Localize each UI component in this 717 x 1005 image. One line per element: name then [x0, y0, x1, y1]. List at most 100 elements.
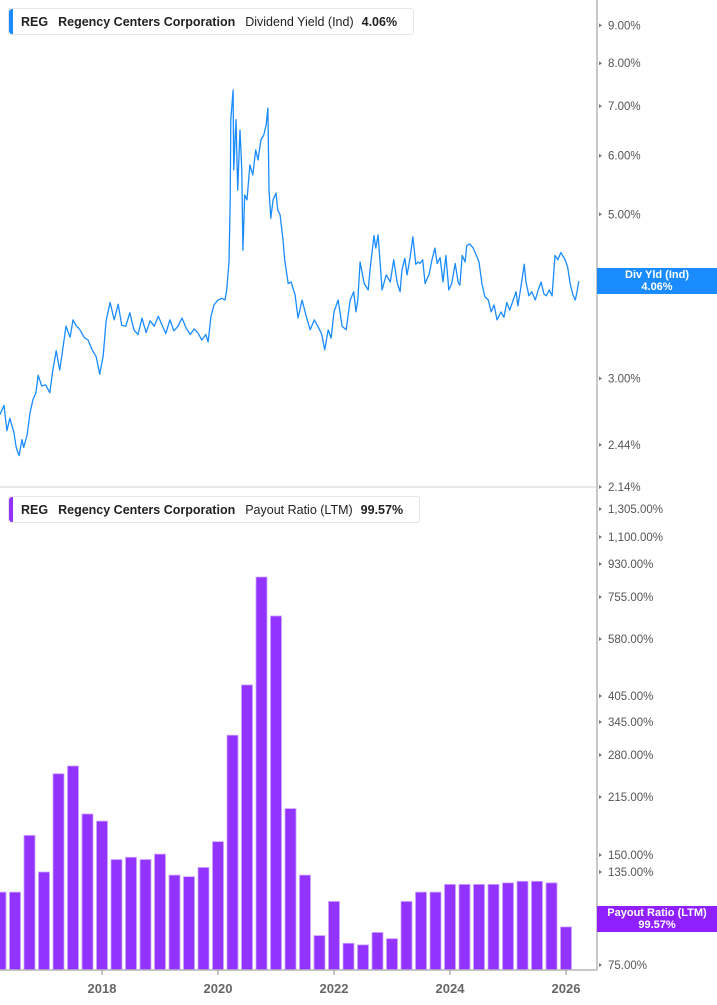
- last-value-tag-payout-ratio: Payout Ratio (LTM) 99.57%: [597, 906, 717, 932]
- y-tick-mark: [599, 485, 602, 490]
- payout-bar: [545, 882, 558, 971]
- y-tick-label: 345.00%: [608, 717, 653, 729]
- y-tick-label: 2.44%: [608, 440, 641, 452]
- x-axis: 2018 2020 2022 2024 2026: [0, 969, 597, 996]
- y-tick-mark: [599, 870, 602, 874]
- legend-metric: Dividend Yield (Ind): [245, 14, 354, 29]
- x-tick-label: 2026: [552, 981, 581, 996]
- y-tick-mark: [599, 595, 602, 599]
- y-tick-label: 6.00%: [608, 151, 641, 163]
- payout-bar: [270, 615, 282, 971]
- payout-bar: [357, 944, 369, 971]
- legend-value: 4.06%: [361, 14, 398, 29]
- y-tick-mark: [599, 507, 602, 511]
- legend-ticker: REG: [21, 502, 49, 517]
- payout-bar: [197, 867, 210, 971]
- payout-bar: [67, 765, 79, 971]
- legend-company: Regency Centers Corporation: [58, 502, 236, 517]
- payout-bar: [487, 884, 500, 971]
- y-tick-label: 7.00%: [608, 101, 641, 113]
- payout-bar: [473, 884, 485, 971]
- dividend-yield-y-axis: 9.00%8.00%7.00%6.00%5.00%4.00%3.00%2.44%…: [0, 0, 641, 970]
- payout-bar: [255, 576, 268, 971]
- payout-bar: [415, 891, 427, 971]
- y-tick-label: 1,305.00%: [608, 504, 663, 516]
- payout-bar: [444, 884, 456, 971]
- y-tick-mark: [599, 442, 602, 447]
- x-tick-label: 2022: [320, 981, 349, 996]
- payout-bar: [226, 734, 239, 971]
- payout-bar: [313, 935, 326, 971]
- payout-bar: [96, 820, 108, 971]
- payout-bar: [81, 813, 94, 971]
- last-value-tag-dividend-yield: Div Yld (Ind) 4.06%: [597, 268, 717, 294]
- payout-bar: [400, 901, 413, 971]
- payout-bar: [241, 684, 253, 971]
- y-tick-mark: [599, 153, 602, 158]
- y-tick-label: 5.00%: [608, 209, 641, 221]
- payout-ratio-bar-series: [0, 576, 572, 971]
- payout-bar: [386, 938, 398, 971]
- y-tick-mark: [599, 23, 602, 28]
- y-tick-mark: [599, 562, 602, 566]
- payout-bar: [0, 891, 7, 971]
- y-tick-label: 75.00%: [608, 960, 647, 972]
- payout-bar: [154, 853, 166, 971]
- y-tick-label: 8.00%: [608, 58, 641, 70]
- payout-bar: [110, 859, 123, 971]
- payout-bar: [52, 773, 65, 971]
- x-tick-label: 2020: [204, 981, 233, 996]
- payout-bar: [531, 880, 543, 971]
- payout-bar: [371, 932, 384, 971]
- y-tick-label: 215.00%: [608, 792, 653, 804]
- y-tick-mark: [599, 212, 602, 217]
- payout-bar: [168, 874, 181, 971]
- payout-bar: [284, 808, 297, 971]
- y-tick-mark: [599, 795, 602, 799]
- y-tick-label: 135.00%: [608, 867, 653, 879]
- legend-ticker: REG: [21, 14, 49, 29]
- legend-value: 99.57%: [360, 502, 404, 517]
- payout-bar: [342, 942, 355, 971]
- payout-bar: [458, 884, 471, 971]
- payout-ratio-y-axis: 1,305.00% 1,100.00% 930.00% 755.00% 580.00% 4…: [599, 504, 663, 972]
- dividend-yield-line: [0, 89, 580, 457]
- series-color-swatch: [9, 497, 13, 522]
- payout-bar: [183, 876, 195, 971]
- y-tick-label: 405.00%: [608, 691, 653, 703]
- tag-label: Payout Ratio (LTM): [607, 907, 707, 919]
- x-tick-label: 2024: [436, 981, 466, 996]
- legend-dividend-yield[interactable]: REG Regency Centers Corporation Dividend…: [8, 8, 415, 35]
- legend-metric: Payout Ratio (LTM): [245, 502, 353, 517]
- y-tick-label: 3.00%: [608, 373, 641, 385]
- legend-company: Regency Centers Corporation: [58, 14, 236, 29]
- y-tick-mark: [599, 376, 602, 381]
- legend-payout-ratio[interactable]: REG Regency Centers Corporation Payout R…: [8, 496, 421, 523]
- payout-bar: [139, 859, 152, 971]
- y-tick-mark: [599, 963, 602, 967]
- y-tick-label: 9.00%: [608, 20, 641, 32]
- y-tick-label: 150.00%: [608, 850, 653, 862]
- payout-bar: [429, 891, 442, 971]
- y-tick-label: 580.00%: [608, 634, 653, 646]
- payout-bar: [125, 856, 137, 971]
- y-tick-label: 280.00%: [608, 750, 653, 762]
- payout-bar: [38, 871, 50, 971]
- y-tick-label: 930.00%: [608, 559, 653, 571]
- y-tick-mark: [599, 637, 602, 641]
- dividend-yield-line-series: [0, 89, 580, 457]
- y-tick-mark: [599, 61, 602, 66]
- y-tick-mark: [599, 104, 602, 109]
- y-tick-mark: [599, 753, 602, 757]
- payout-bar: [516, 880, 529, 971]
- y-tick-mark: [599, 720, 602, 724]
- x-tick-label: 2018: [88, 981, 117, 996]
- tag-value: 99.57%: [638, 919, 676, 931]
- y-tick-mark: [599, 853, 602, 857]
- payout-bar: [212, 841, 224, 971]
- payout-bar: [328, 901, 340, 971]
- y-tick-label: 1,100.00%: [608, 532, 663, 544]
- payout-bar: [23, 834, 36, 971]
- payout-bar: [9, 891, 21, 971]
